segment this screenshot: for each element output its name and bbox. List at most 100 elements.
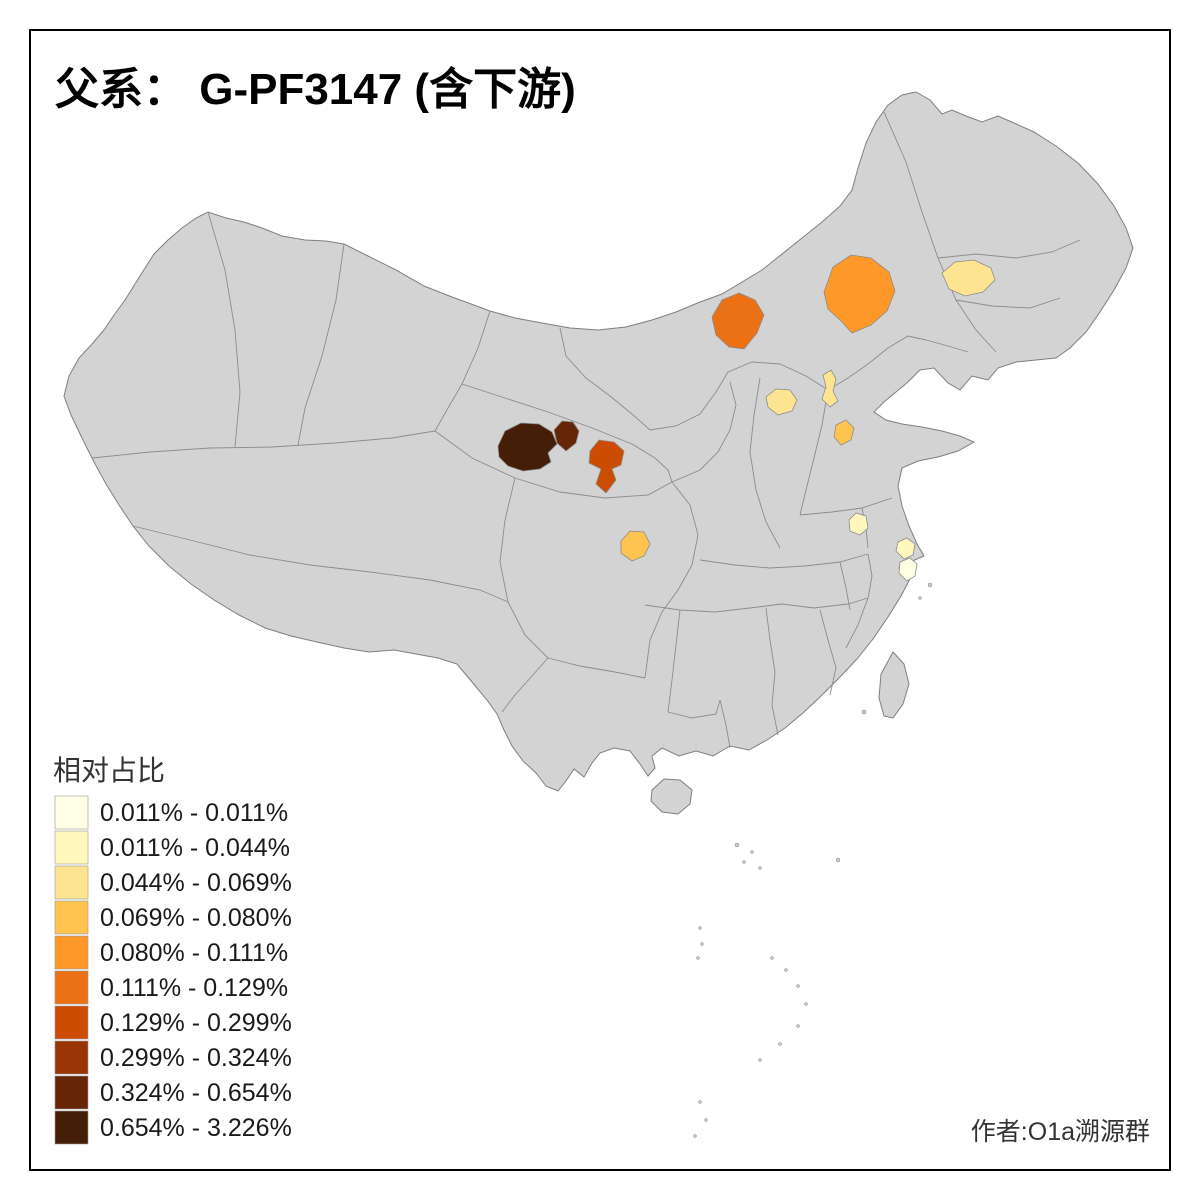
- legend-label: 0.654% - 3.226%: [100, 1114, 292, 1142]
- taiwan-island: [878, 651, 910, 719]
- island-speck: [770, 956, 774, 960]
- choropleth-region-11: [848, 512, 869, 536]
- legend-swatch: [54, 935, 89, 970]
- province-border: [671, 381, 737, 483]
- province-border: [845, 597, 869, 649]
- province-border: [547, 657, 646, 679]
- province-border: [667, 699, 721, 719]
- island-speck: [796, 984, 800, 988]
- province-border: [297, 243, 345, 446]
- choropleth-region-7: [765, 388, 798, 416]
- province-border: [925, 339, 969, 353]
- island-speck: [835, 857, 841, 863]
- province-border: [654, 457, 673, 483]
- province-border: [461, 383, 656, 459]
- legend-item: 0.111% - 0.129%: [54, 970, 288, 1005]
- island-speck: [704, 1118, 708, 1122]
- province-border: [749, 377, 781, 549]
- legend-item: 0.324% - 0.654%: [54, 1075, 292, 1110]
- hainan-island: [650, 778, 693, 815]
- province-border: [667, 609, 681, 713]
- legend-label: 0.080% - 0.111%: [100, 939, 288, 967]
- legend-label: 0.011% - 0.011%: [100, 799, 288, 827]
- island-speck: [698, 1100, 702, 1104]
- island-speck: [861, 709, 867, 715]
- island-speck: [758, 866, 762, 870]
- island-speck: [742, 860, 746, 864]
- province-border: [207, 211, 241, 448]
- legend-swatch: [54, 1005, 89, 1040]
- legend-swatch: [54, 830, 89, 865]
- choropleth-region-9: [833, 419, 855, 446]
- legend-item: 0.011% - 0.011%: [54, 795, 288, 830]
- legend-item: 0.129% - 0.299%: [54, 1005, 292, 1040]
- choropleth-regions: [497, 254, 996, 582]
- legend-title: 相对占比: [53, 755, 165, 786]
- choropleth-region-10: [620, 530, 651, 562]
- island-speck: [693, 1134, 697, 1138]
- island-speck: [750, 850, 754, 854]
- credit-text: 作者:O1a溯源群: [971, 1118, 1150, 1146]
- legend-item: 0.044% - 0.069%: [54, 865, 292, 900]
- south-china-sea-islands: [693, 582, 933, 1138]
- province-border: [819, 609, 837, 696]
- island-speck: [804, 1002, 808, 1006]
- island-speck: [696, 956, 700, 960]
- province-borders: [91, 111, 1081, 749]
- province-border: [699, 553, 869, 569]
- island-speck: [784, 968, 788, 972]
- map-frame-border: [29, 29, 1171, 1171]
- island-speck: [734, 842, 740, 848]
- choropleth-region-5: [823, 254, 896, 334]
- legend-swatch: [54, 1110, 89, 1145]
- province-border: [649, 335, 927, 431]
- province-border: [644, 481, 699, 679]
- island-speck: [698, 926, 702, 930]
- choropleth-region-1: [497, 422, 558, 472]
- choropleth-region-13: [898, 557, 918, 582]
- province-border: [719, 699, 731, 749]
- choropleth-region-12: [895, 537, 916, 560]
- legend-label: 0.299% - 0.324%: [100, 1044, 292, 1072]
- legend-label: 0.069% - 0.080%: [100, 904, 292, 932]
- legend-label: 0.011% - 0.044%: [100, 834, 290, 862]
- island-speck: [758, 1058, 762, 1062]
- province-border: [644, 597, 869, 613]
- island-speck: [918, 596, 922, 600]
- choropleth-region-6: [941, 259, 996, 297]
- legend-label: 0.324% - 0.654%: [100, 1079, 292, 1107]
- legend: 相对占比 0.011% - 0.011% 0.011% - 0.044% 0.0…: [53, 755, 292, 1145]
- island-speck: [796, 1024, 800, 1028]
- province-border: [799, 497, 893, 516]
- province-border: [501, 657, 549, 713]
- legend-swatch: [54, 1075, 89, 1110]
- province-border: [499, 477, 549, 659]
- choropleth-region-8: [821, 369, 839, 408]
- choropleth-region-4: [711, 292, 765, 350]
- legend-item: 0.299% - 0.324%: [54, 1040, 292, 1075]
- province-border: [559, 327, 651, 431]
- legend-item: 0.654% - 3.226%: [54, 1110, 292, 1145]
- legend-label: 0.111% - 0.129%: [100, 974, 288, 1002]
- legend-item: 0.011% - 0.044%: [54, 830, 290, 865]
- legend-swatch: [54, 1040, 89, 1075]
- province-border: [839, 561, 851, 611]
- province-border: [937, 239, 1081, 259]
- island-speck: [778, 1042, 782, 1046]
- legend-item: 0.080% - 0.111%: [54, 935, 288, 970]
- legend-swatch: [54, 865, 89, 900]
- province-border: [91, 430, 436, 459]
- province-border: [434, 430, 673, 499]
- choropleth-region-2: [553, 420, 580, 452]
- island-speck: [927, 582, 933, 588]
- legend-swatch: [54, 900, 89, 935]
- province-border: [799, 389, 829, 516]
- legend-swatch: [54, 795, 89, 830]
- legend-label: 0.044% - 0.069%: [100, 869, 292, 897]
- province-border: [765, 607, 779, 736]
- island-speck: [700, 942, 704, 946]
- map-title: 父系： G-PF3147 (含下游): [55, 65, 576, 114]
- choropleth-region-3: [588, 439, 625, 494]
